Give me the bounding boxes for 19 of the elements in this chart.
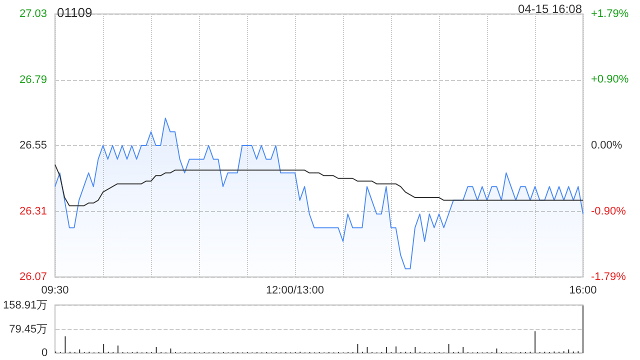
x-tick-label: 16:00 [569, 284, 597, 296]
chart-title: 01109 [57, 5, 92, 20]
y-tick-label: 158.91万 [2, 300, 48, 312]
y-tick-label: 0 [42, 347, 48, 359]
annotation: 04-15 16:08 [518, 2, 582, 16]
y2-tick-label: +1.79% [591, 8, 629, 20]
y-tick-label: 79.45万 [9, 323, 48, 336]
y-tick-label: 26.79 [19, 74, 47, 86]
y-tick-label: 26.31 [19, 205, 47, 218]
y2-tick-label: -0.90% [591, 206, 626, 218]
x-tick-label: 09:30 [41, 284, 69, 296]
y2-tick-label: 0.00% [591, 140, 622, 152]
y-tick-label: 26.07 [19, 271, 47, 283]
y2-tick-label: +0.90% [591, 73, 629, 86]
line-series [54, 164, 584, 206]
y-tick-label: 27.03 [19, 8, 47, 20]
x-tick-label: 12:00/13:00 [266, 284, 324, 296]
y2-tick-label: -1.79% [591, 271, 626, 283]
y-tick-label: 26.55 [19, 140, 47, 152]
